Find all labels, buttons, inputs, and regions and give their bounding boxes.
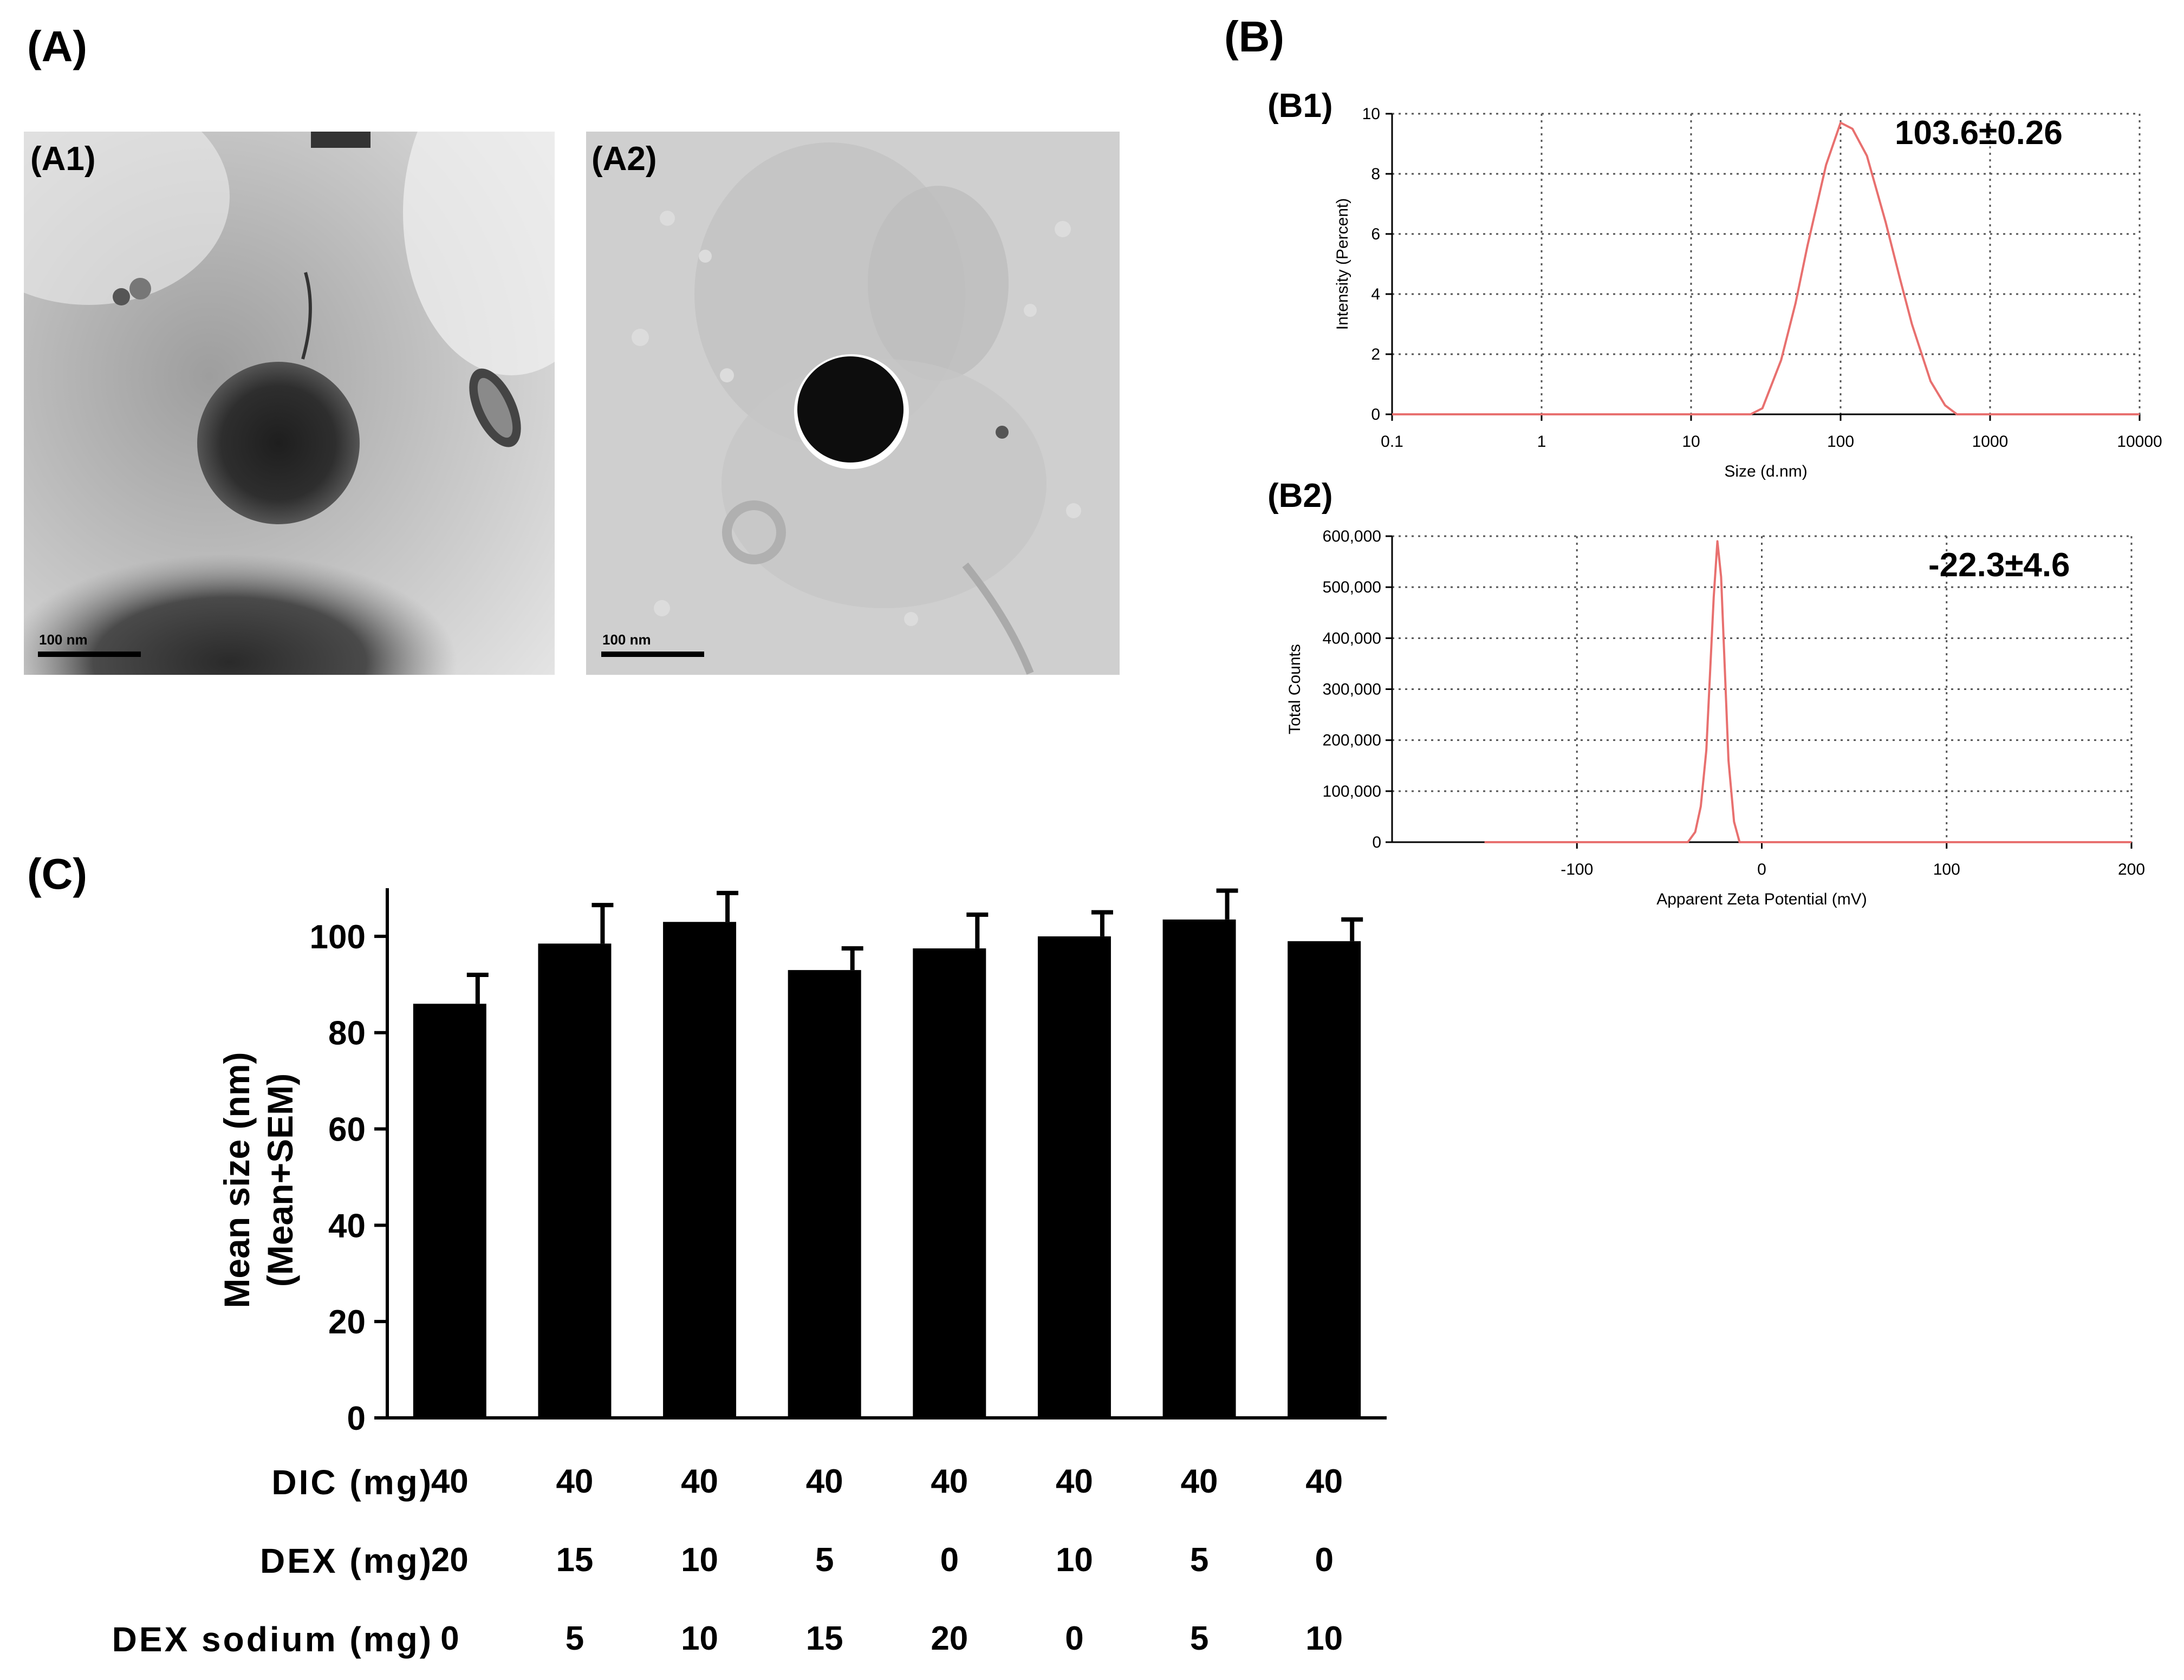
table-cell: 0 — [440, 1620, 459, 1657]
bar — [1037, 936, 1111, 1418]
y-tick-label: 0 — [347, 1400, 366, 1437]
zeta-distribution-line — [1484, 540, 2131, 843]
y-axis-label: Total Counts — [1286, 644, 1304, 734]
table-cell: 40 — [805, 1463, 843, 1500]
scale-bar-a2 — [601, 652, 704, 657]
y-tick-label: 500,000 — [1323, 578, 1381, 596]
y-tick-label: 600,000 — [1323, 528, 1381, 545]
y-tick-label: 400,000 — [1323, 629, 1381, 647]
table-cell: 40 — [681, 1463, 719, 1500]
table-cell: 15 — [805, 1620, 843, 1657]
y-tick-label: 10 — [1362, 105, 1380, 123]
table-cell: 40 — [1055, 1463, 1093, 1500]
x-tick-label: 10000 — [2117, 433, 2162, 451]
y-tick-label: 20 — [328, 1304, 366, 1341]
table-cell: 15 — [556, 1541, 594, 1579]
y-tick-label: 4 — [1371, 285, 1380, 303]
panel-b2-label: (B2) — [1268, 477, 1333, 515]
x-tick-label: 0.1 — [1381, 433, 1403, 451]
y-tick-label: 2 — [1371, 346, 1380, 363]
table-cell: 10 — [681, 1541, 719, 1579]
table-row-header: DEX sodium (mg) — [112, 1620, 433, 1659]
table-cell: 5 — [1190, 1620, 1209, 1657]
y-tick-label: 100 — [310, 919, 366, 956]
table-cell: 0 — [1065, 1620, 1084, 1657]
size-distribution-line — [1392, 121, 2140, 415]
y-axis-label: Mean size (nm) — [217, 1052, 257, 1308]
panel-b1-label: (B1) — [1268, 87, 1333, 125]
x-tick-label: -100 — [1561, 861, 1593, 878]
x-tick-label: 100 — [1933, 861, 1960, 878]
table-row-header: DEX (mg) — [260, 1541, 433, 1580]
y-tick-label: 0 — [1371, 406, 1380, 424]
y-tick-label: 300,000 — [1323, 681, 1381, 699]
y-tick-label: 100,000 — [1323, 783, 1381, 800]
table-cell: 10 — [681, 1620, 719, 1657]
table-row-header: DIC (mg) — [271, 1463, 433, 1502]
table-cell: 10 — [1305, 1620, 1343, 1657]
panel-a1-label: (A1) — [30, 140, 96, 178]
bar — [788, 970, 861, 1418]
bar — [663, 922, 737, 1418]
size-distribution-chart: 0.1 1 10 100 1000 10000 0 2 4 6 8 10 Size (d.nm) Inte… — [1334, 105, 2162, 480]
x-tick-label: 200 — [2118, 861, 2145, 878]
x-tick-label: 0 — [1757, 861, 1766, 878]
micrograph-a2 — [586, 132, 1120, 675]
panel-a2-label: (A2) — [592, 140, 657, 178]
y-tick-label: 0 — [1372, 834, 1381, 851]
micrograph-a1 — [24, 132, 555, 675]
x-tick-label: 10 — [1682, 433, 1700, 451]
table-cell: 10 — [1055, 1541, 1093, 1579]
y-tick-label: 200,000 — [1323, 732, 1381, 750]
x-tick-label: 1 — [1537, 433, 1546, 451]
bar — [538, 943, 612, 1418]
panel-b-label: (B) — [1224, 12, 1285, 61]
bar — [1162, 919, 1236, 1418]
bar — [413, 1004, 486, 1418]
panel-c-label: (C) — [27, 850, 88, 898]
y-tick-label: 6 — [1371, 225, 1380, 243]
scale-bar-a2-label: 100 nm — [602, 631, 651, 648]
y-tick-label: 40 — [328, 1207, 366, 1245]
scale-bar-a1 — [38, 652, 141, 657]
table-cell: 20 — [931, 1620, 968, 1657]
table-cell: 20 — [431, 1541, 469, 1579]
y-tick-label: 8 — [1371, 165, 1380, 183]
y-axis-label: Intensity (Percent) — [1334, 198, 1351, 330]
table-cell: 40 — [1180, 1463, 1218, 1500]
bar — [1288, 941, 1361, 1418]
table-cell: 5 — [1190, 1541, 1209, 1579]
size-annotation: 103.6±0.26 — [1895, 114, 2063, 152]
x-axis-label: Size (d.nm) — [1724, 463, 1807, 480]
y-tick-label: 80 — [328, 1015, 366, 1052]
bar — [913, 948, 986, 1418]
zeta-annotation: -22.3±4.6 — [1928, 546, 2070, 584]
mean-size-bar-chart: 0 20 40 60 80 100 Mean size (nm) (Mean+SEM) — [217, 888, 1387, 1437]
table-cell: 0 — [940, 1541, 959, 1579]
zeta-potential-chart: -100 0 100 200 0 100,000 200,000 300,000 400,000… — [1286, 528, 2145, 908]
y-axis-label-secondary: (Mean+SEM) — [260, 1073, 300, 1287]
y-tick-label: 60 — [328, 1111, 366, 1149]
scale-bar-a1-label: 100 nm — [39, 631, 88, 648]
micrograph-a2-image — [586, 132, 1120, 675]
table-cell: 5 — [565, 1620, 584, 1657]
table-cell: 0 — [1315, 1541, 1334, 1579]
x-axis-label: Apparent Zeta Potential (mV) — [1656, 890, 1867, 908]
table-cell: 40 — [556, 1463, 594, 1500]
x-tick-label: 1000 — [1972, 433, 2008, 451]
table-cell: 40 — [431, 1463, 469, 1500]
micrograph-a1-image — [24, 132, 555, 675]
panel-a-label: (A) — [27, 22, 88, 70]
table-cell: 5 — [815, 1541, 834, 1579]
x-tick-label: 100 — [1827, 433, 1854, 451]
table-cell: 40 — [1305, 1463, 1343, 1500]
table-cell: 40 — [931, 1463, 968, 1500]
